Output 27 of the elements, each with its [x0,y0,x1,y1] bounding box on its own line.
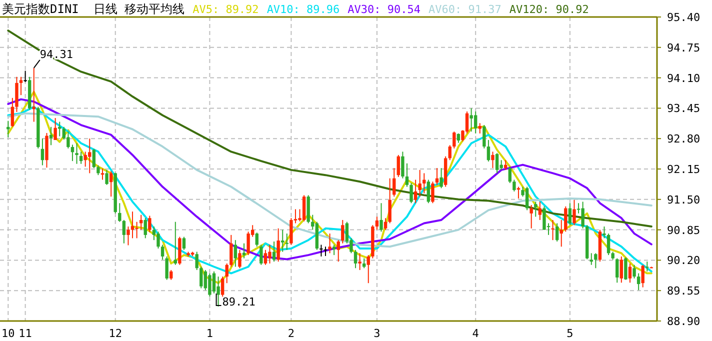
x-tick-label: 2 [288,327,294,340]
y-tick-label: 91.50 [667,193,700,206]
x-tick-label: 11 [18,327,32,340]
annotation: 89.21 [216,293,256,308]
y-tick-label: 90.85 [667,224,700,237]
y-tick-label: 94.10 [667,72,700,85]
y-tick-label: 89.55 [667,284,700,298]
y-tick-label: 90.20 [667,254,700,268]
y-tick-label: 95.40 [667,11,700,24]
y-tick-label: 93.45 [667,102,700,116]
x-tick-label: 10 [2,327,15,340]
x-tick-label: 3 [374,327,380,340]
annotation: 89.21 [222,296,256,308]
y-tick-label: 92.15 [667,163,700,176]
x-tick-label: 5 [566,327,574,340]
text: AV10: 89.96 [266,3,340,16]
x-tick-label: 4 [472,327,480,340]
x-tick-label: 1 [206,327,214,340]
x-tick-label: 12 [108,327,122,340]
text: AV5: 89.92 [192,3,259,16]
y-tick-label: 92.80 [667,132,700,146]
text: AV120: 90.92 [509,3,589,16]
chart-title: 美元指数DINI 日线 移动平均线 [2,2,185,16]
text: AV60: 91.37 [428,3,502,16]
y-tick-label: 88.90 [667,315,700,328]
text: AV30: 90.54 [348,3,421,16]
y-tick-label: 94.75 [667,41,700,54]
